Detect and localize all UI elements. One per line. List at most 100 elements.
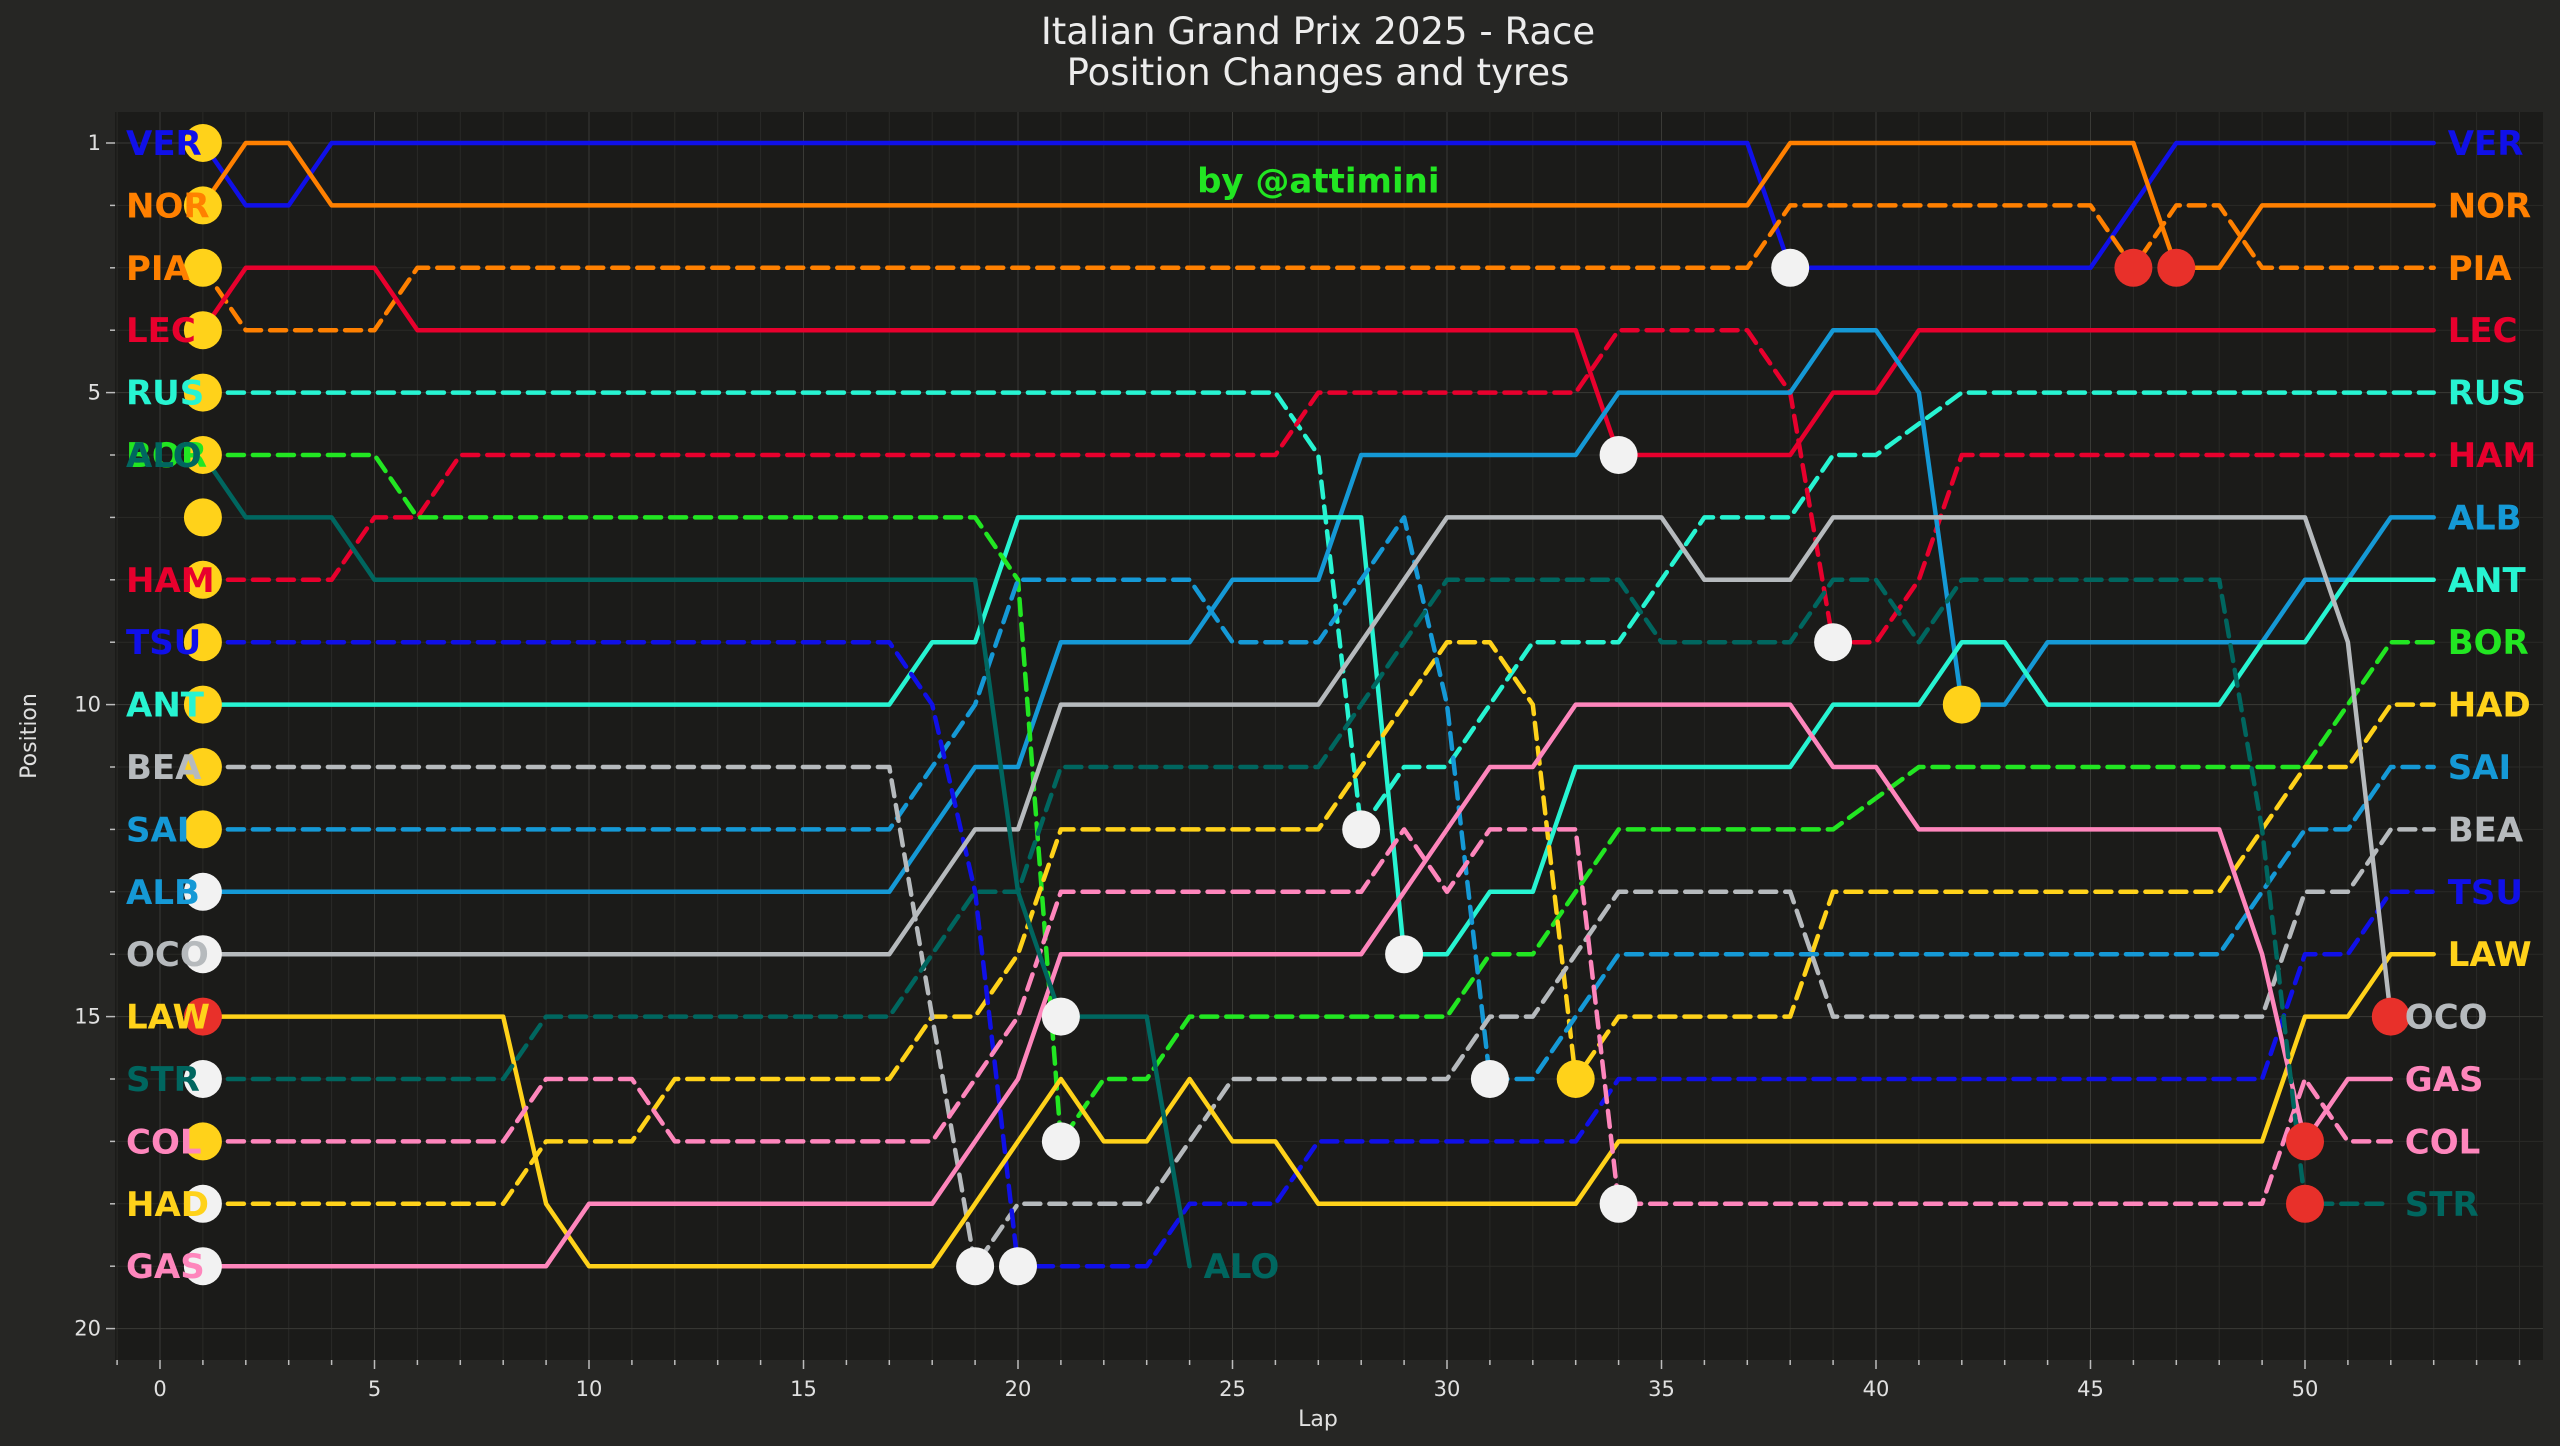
start-label-alb: ALB — [126, 873, 200, 913]
tyre-marker-alb-hard — [183, 872, 222, 911]
tyre-marker-alb-medium — [1942, 685, 1981, 724]
series-line-gas — [200, 702, 2394, 1269]
tyre-marker-tsu-hard — [999, 1247, 1037, 1286]
tyre-marker-bor-medium — [183, 498, 222, 537]
x-axis-label: Lap — [1298, 1407, 1338, 1432]
end-label-had: HAD — [2448, 686, 2531, 726]
end-label-bea: BEA — [2448, 810, 2524, 850]
tyre-marker-ver-medium — [183, 124, 222, 162]
start-label-sai: SAI — [126, 810, 189, 850]
tyre-marker-tsu-medium — [183, 623, 222, 662]
tyre-marker-sai-hard — [1470, 1060, 1509, 1098]
end-label-nor: NOR — [2448, 186, 2532, 226]
tyre-marker-bea-hard — [956, 1247, 995, 1286]
tyre-marker-rus-medium — [183, 373, 222, 412]
plot-area — [115, 112, 2543, 1360]
tyre-marker-rus-hard — [1342, 810, 1381, 849]
tyre-marker-alo-hard — [1041, 997, 1080, 1036]
series-line-rus — [200, 390, 2436, 832]
start-label-oco: OCO — [126, 935, 209, 975]
series-lines — [200, 140, 2436, 1269]
tyre-marker-ant-medium — [183, 685, 222, 724]
tyre-marker-alo-medium — [183, 436, 222, 474]
series-line-pia — [200, 203, 2436, 333]
end-label-gas: GAS — [2405, 1060, 2484, 1100]
chart-title: Italian Grand Prix 2025 - Race — [1041, 10, 1595, 53]
end-label-pia: PIA — [2448, 249, 2513, 289]
x-tick-label: 35 — [1648, 1377, 1675, 1401]
y-tick-label: 10 — [74, 693, 101, 717]
x-tick-label: 0 — [153, 1377, 166, 1401]
tyre-markers — [183, 124, 2410, 1286]
series-line-bor — [200, 452, 2436, 1144]
end-label-tsu: TSU — [2448, 873, 2523, 913]
tyre-marker-str-hard — [183, 1060, 222, 1098]
end-label-lec: LEC — [2448, 311, 2518, 351]
tyre-marker-pia-soft — [2114, 248, 2153, 287]
start-label-nor: NOR — [126, 186, 210, 226]
start-label-col: COL — [126, 1122, 202, 1162]
end-label-oco: OCO — [2405, 998, 2488, 1038]
series-line-had — [200, 639, 2436, 1207]
end-label-ham: HAM — [2448, 436, 2537, 476]
tyre-marker-had-medium — [1556, 1060, 1595, 1098]
series-line-nor — [200, 140, 2436, 271]
y-axis-label: Position — [17, 693, 42, 779]
x-tick-label: 45 — [2077, 1377, 2104, 1401]
tyre-marker-nor-medium — [183, 186, 222, 225]
start-label-lec: LEC — [126, 311, 196, 351]
x-tick-label: 40 — [1863, 1377, 1890, 1401]
end-label-col: COL — [2405, 1122, 2481, 1162]
end-label-ver: VER — [2448, 124, 2524, 164]
tyre-marker-bor-hard — [1041, 1122, 1080, 1161]
end-label-bor: BOR — [2448, 623, 2529, 663]
series-line-col — [200, 827, 2394, 1207]
x-tick-label: 20 — [1005, 1377, 1032, 1401]
end-label-ant: ANT — [2448, 561, 2527, 601]
series-line-alb — [200, 327, 2436, 895]
x-tick-label: 25 — [1219, 1377, 1246, 1401]
x-tick-label: 5 — [368, 1377, 381, 1401]
start-label-law: LAW — [126, 998, 210, 1038]
series-line-ver — [200, 140, 2436, 271]
series-line-oco — [200, 515, 2394, 1019]
tyre-marker-had-hard — [183, 1184, 222, 1223]
tyre-marker-gas-hard — [183, 1247, 222, 1286]
tyre-marker-lec-medium — [183, 311, 222, 350]
series-line-ant — [200, 515, 2436, 957]
series-line-alo — [200, 452, 1192, 1269]
start-label-bor: BOR — [126, 436, 207, 476]
series-line-law — [200, 951, 2436, 1269]
tyre-marker-str-soft — [2286, 1184, 2324, 1223]
end-label-alb: ALB — [2448, 498, 2522, 538]
tyre-marker-law-soft — [183, 997, 222, 1036]
start-label-tsu: TSU — [126, 623, 201, 663]
start-label-pia: PIA — [126, 249, 191, 289]
end-label-rus: RUS — [2448, 374, 2526, 414]
start-label-ham: HAM — [126, 561, 215, 601]
series-line-str — [200, 577, 2394, 1207]
end-label-law: LAW — [2448, 935, 2532, 975]
tyre-marker-col-hard — [1599, 1184, 1638, 1223]
series-line-sai — [200, 515, 2436, 1082]
driver-labels: VER VER NOR NOR PIA PIA LEC LEC RUS RUS HAM HAM ALB A… — [126, 124, 2536, 1287]
end-label-alo: ALO — [1204, 1247, 1280, 1287]
tyre-marker-pia-medium — [183, 248, 222, 287]
x-tick-label: 30 — [1434, 1377, 1461, 1401]
x-tick-label: 10 — [576, 1377, 603, 1401]
y-tick-label: 1 — [88, 131, 101, 155]
tyre-marker-sai-medium — [183, 810, 222, 849]
tyre-marker-ham-hard — [1814, 623, 1853, 662]
tyre-marker-ver-hard — [1771, 248, 1810, 287]
start-label-gas: GAS — [126, 1247, 205, 1287]
start-label-bea: BEA — [126, 748, 202, 788]
start-label-ver: VER — [126, 124, 202, 164]
tyre-marker-ham-medium — [183, 560, 222, 599]
start-label-alo: ALO — [126, 436, 202, 476]
x-tick-label: 15 — [790, 1377, 817, 1401]
y-tick-label: 5 — [88, 381, 101, 405]
tyre-marker-nor-soft — [2157, 248, 2196, 287]
